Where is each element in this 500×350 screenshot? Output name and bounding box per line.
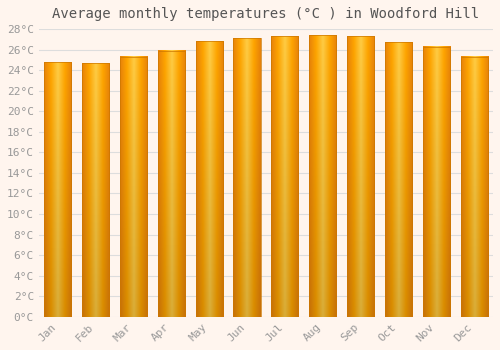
Bar xyxy=(422,47,450,317)
Bar xyxy=(385,42,412,317)
Bar xyxy=(271,36,298,317)
Bar xyxy=(347,36,374,317)
Bar xyxy=(158,51,185,317)
Bar xyxy=(82,63,109,317)
Title: Average monthly temperatures (°C ) in Woodford Hill: Average monthly temperatures (°C ) in Wo… xyxy=(52,7,480,21)
Bar xyxy=(460,57,488,317)
Bar xyxy=(120,57,147,317)
Bar xyxy=(309,35,336,317)
Bar xyxy=(196,41,223,317)
Bar xyxy=(44,62,72,317)
Bar xyxy=(234,38,260,317)
